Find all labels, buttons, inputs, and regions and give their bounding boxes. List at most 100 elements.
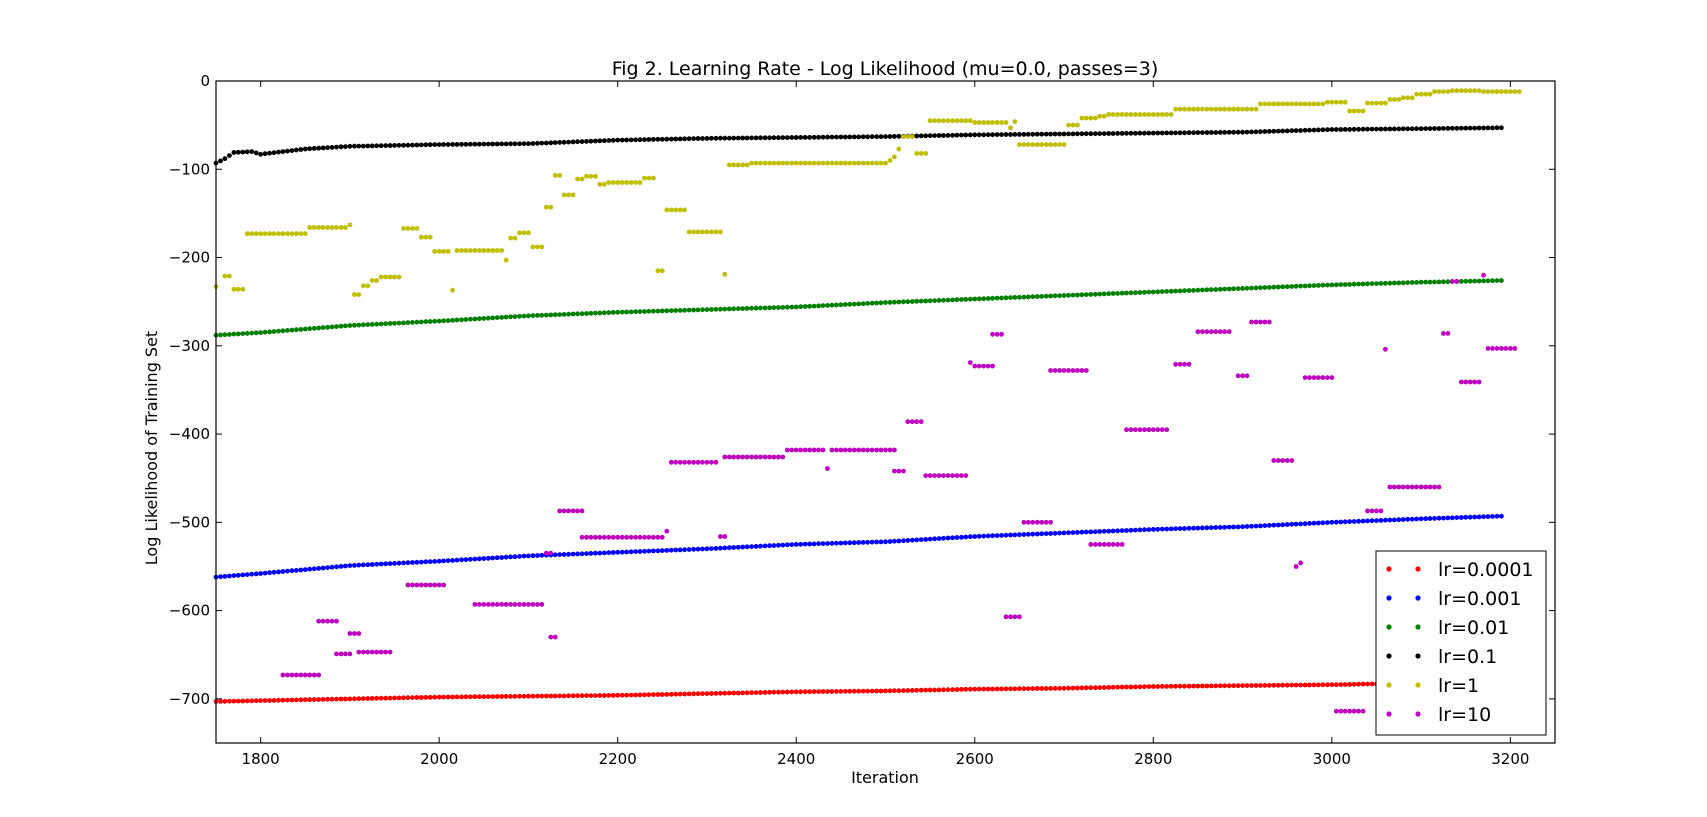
data-point [619, 692, 625, 698]
data-point [276, 231, 281, 237]
data-point [423, 695, 429, 700]
data-point [1137, 527, 1143, 533]
data-point [1226, 683, 1232, 689]
data-point [343, 651, 348, 657]
data-point [410, 695, 415, 700]
data-point [981, 686, 987, 692]
data-point [1325, 127, 1330, 133]
data-point [1075, 685, 1080, 691]
data-point [593, 534, 598, 540]
data-point [338, 564, 344, 569]
legend-item: lr=0.0001 [1386, 559, 1534, 581]
data-point [280, 149, 286, 155]
data-point [347, 696, 353, 702]
data-point [954, 132, 960, 138]
data-point [302, 567, 308, 572]
data-point [619, 534, 625, 540]
data-point [1204, 106, 1210, 112]
data-point [740, 135, 746, 141]
data-point [1075, 122, 1080, 128]
data-point [543, 550, 549, 556]
data-point [700, 546, 705, 552]
data-point [869, 539, 875, 545]
data-point [267, 570, 272, 576]
data-point [816, 541, 821, 547]
data-point [1061, 293, 1067, 298]
data-point [1494, 278, 1500, 283]
data-point [396, 274, 402, 280]
data-point [352, 696, 357, 702]
data-point [1030, 294, 1036, 300]
data-point [503, 314, 509, 320]
data-point [967, 686, 973, 692]
data-point [1222, 286, 1228, 292]
data-point [784, 689, 790, 695]
data-point [1200, 329, 1205, 335]
data-point [793, 160, 799, 166]
data-point [1115, 112, 1120, 117]
data-point [285, 697, 290, 703]
data-point [1289, 521, 1295, 527]
data-point [1414, 91, 1419, 97]
data-point [633, 692, 638, 698]
data-point [289, 697, 295, 703]
data-point [1061, 685, 1067, 691]
data-point [619, 309, 625, 315]
data-point [1423, 279, 1428, 285]
data-point [307, 566, 313, 572]
data-point [561, 552, 567, 557]
data-point [441, 582, 446, 588]
data-point [945, 118, 951, 124]
data-point [494, 555, 500, 561]
data-point [1441, 515, 1446, 521]
x-tick-label: 2400 [777, 750, 815, 768]
data-point [914, 133, 920, 139]
data-point [1467, 278, 1473, 284]
data-point [1503, 89, 1509, 94]
data-point [508, 554, 513, 560]
data-point [695, 136, 701, 141]
data-point [1271, 522, 1277, 528]
data-point [664, 207, 670, 213]
data-point [758, 454, 763, 460]
data-point [1418, 279, 1424, 285]
data-point [615, 180, 621, 185]
legend-box [1375, 550, 1547, 736]
data-point [365, 562, 371, 568]
data-point [1012, 614, 1018, 620]
data-point [1231, 286, 1236, 292]
data-point [950, 118, 955, 124]
data-point [1146, 112, 1152, 117]
data-point [1133, 112, 1138, 117]
data-point [521, 230, 527, 236]
data-point [271, 329, 277, 334]
data-point [1499, 278, 1504, 283]
data-point [682, 547, 687, 553]
data-point [436, 318, 442, 324]
data-point [994, 331, 1000, 337]
data-point [1347, 519, 1353, 524]
data-point [954, 118, 960, 124]
data-point [981, 363, 987, 369]
data-point [762, 454, 768, 460]
data-point [851, 160, 857, 166]
data-point [860, 688, 866, 694]
data-point [459, 317, 464, 323]
data-point [392, 695, 397, 701]
data-point [311, 225, 317, 230]
data-point [289, 568, 295, 574]
data-point [820, 689, 826, 694]
legend-marker [1386, 595, 1392, 601]
data-point [780, 135, 786, 141]
data-point [468, 316, 473, 322]
data-point [468, 694, 473, 700]
data-point [1316, 520, 1321, 526]
data-point [1365, 126, 1370, 132]
data-point [1070, 122, 1076, 128]
data-point [472, 694, 478, 700]
data-point [1262, 523, 1268, 528]
data-point [923, 473, 929, 478]
data-point [1115, 131, 1120, 136]
data-point [561, 312, 567, 317]
data-point [1066, 292, 1071, 298]
